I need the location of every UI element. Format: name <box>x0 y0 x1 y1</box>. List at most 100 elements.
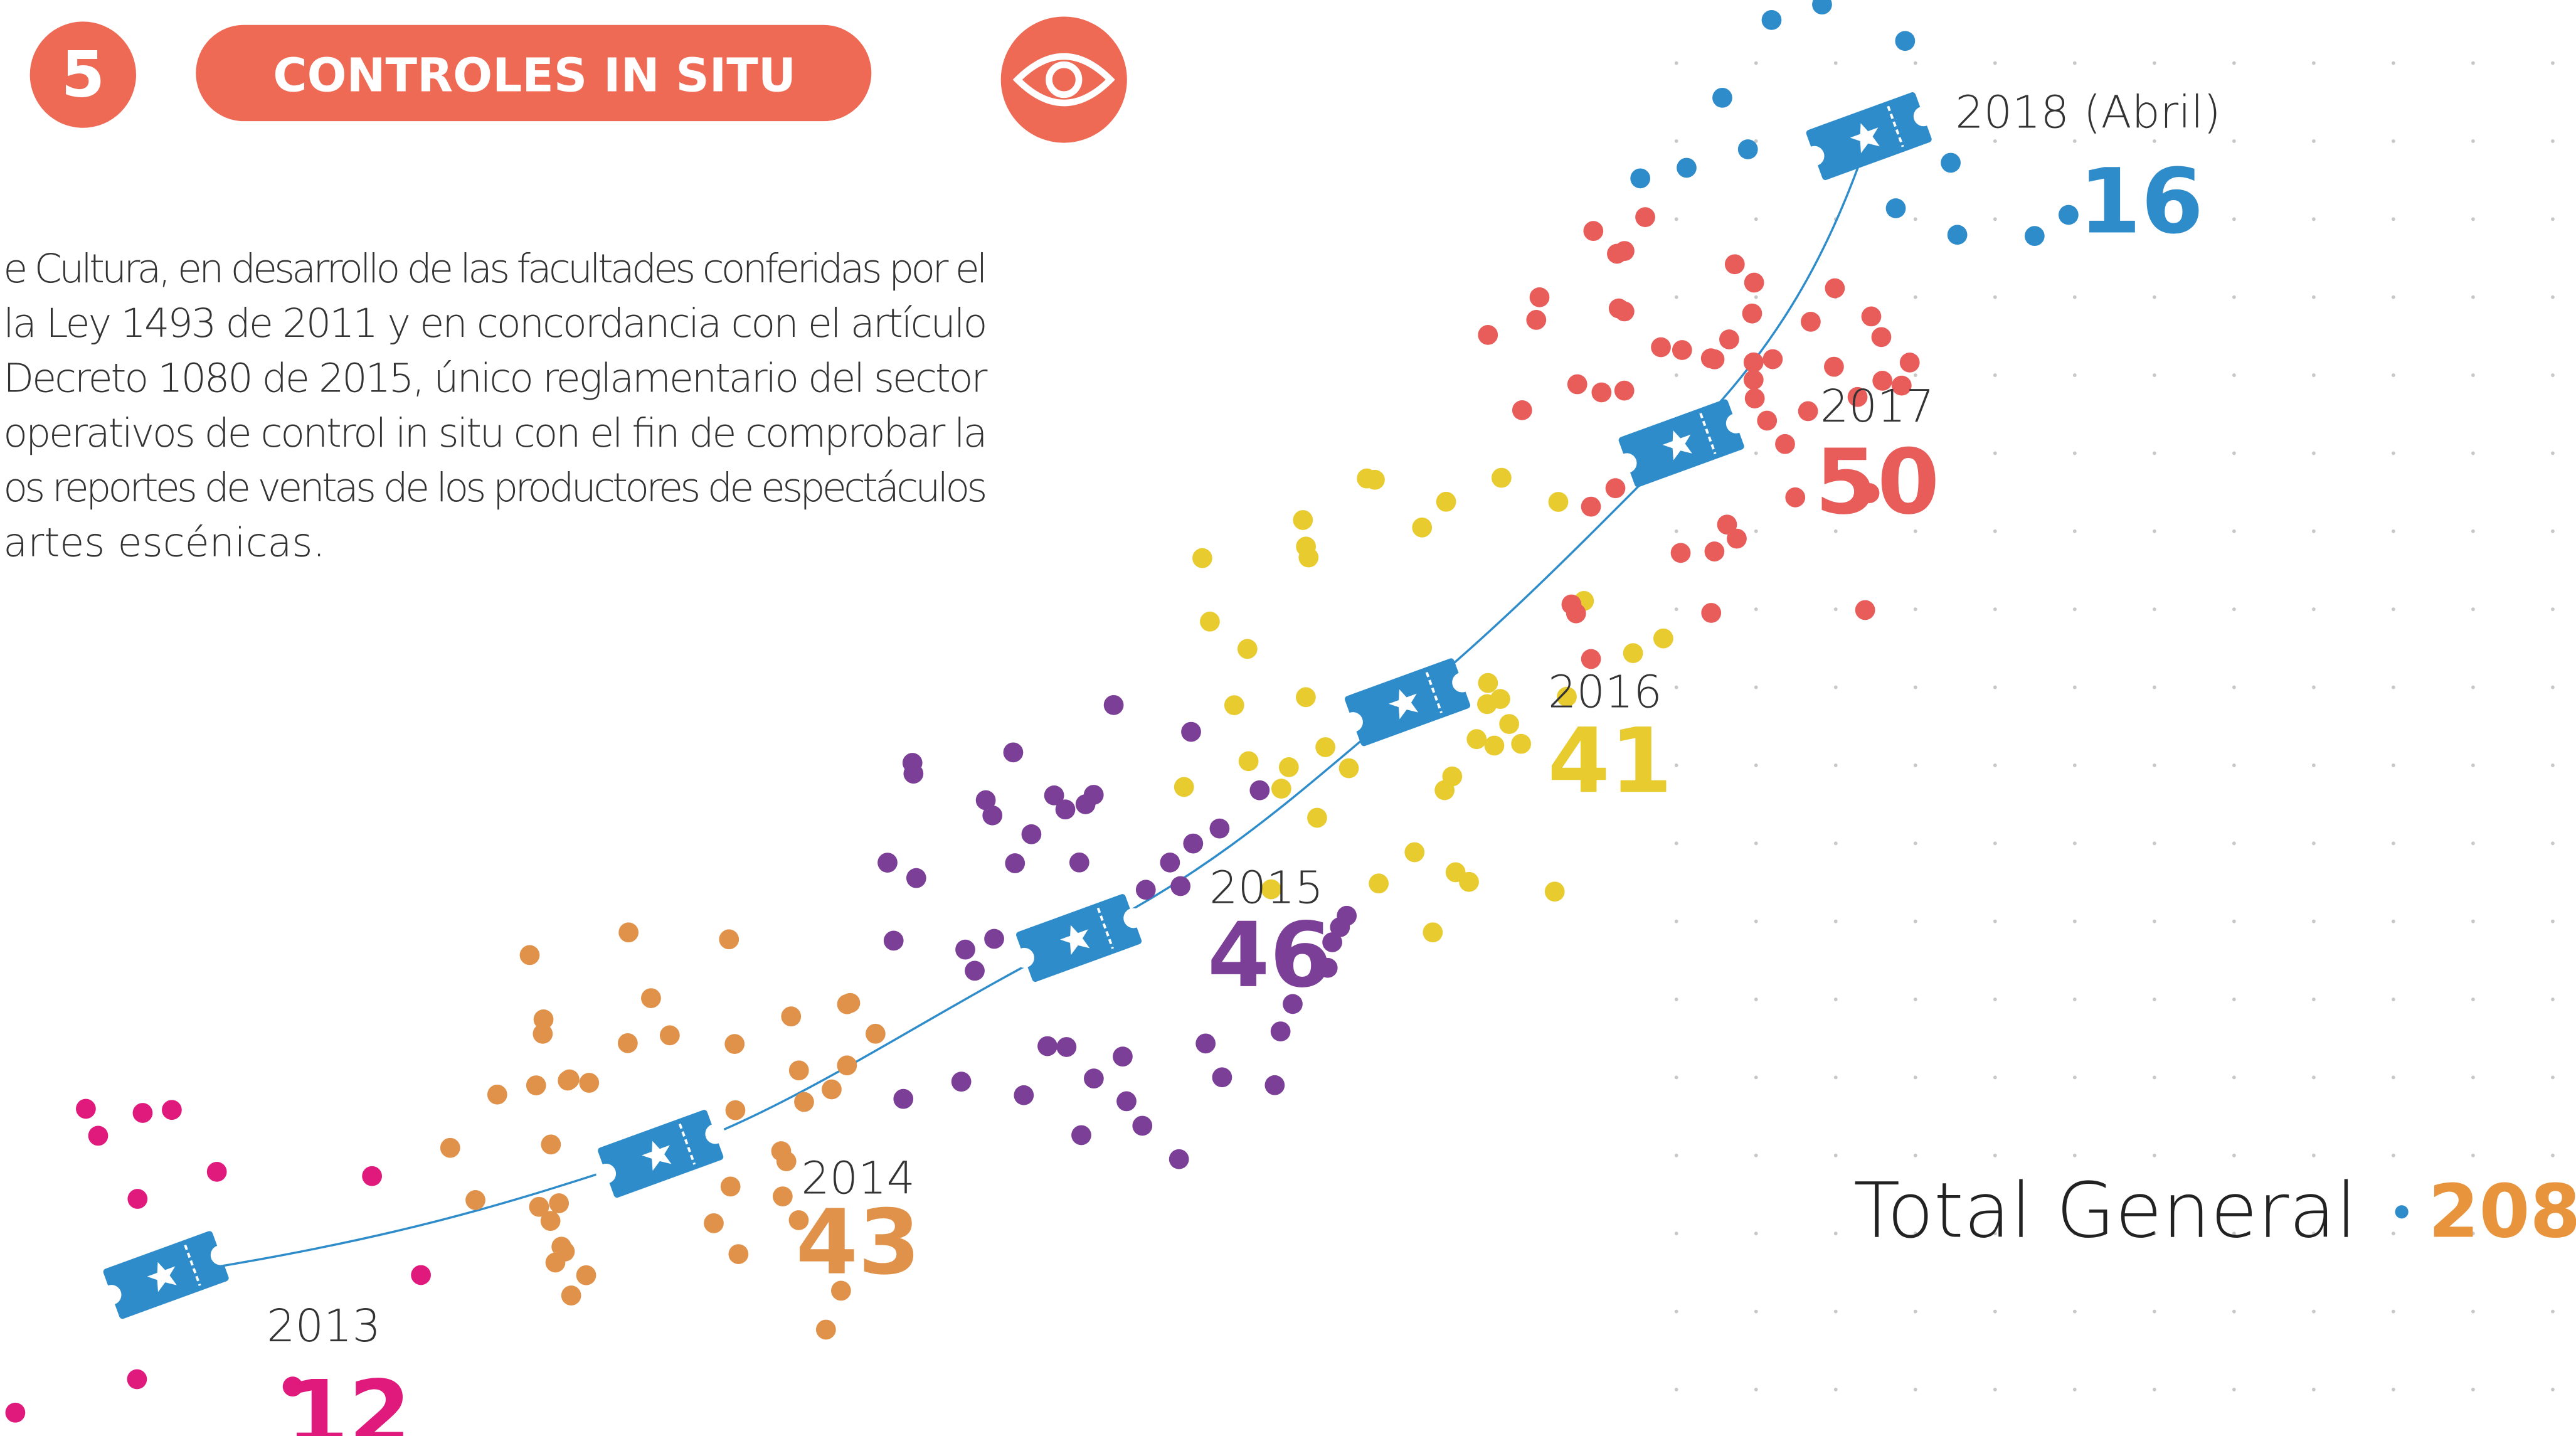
count-dot <box>659 1025 680 1046</box>
grid-dot <box>1754 295 1758 299</box>
count-dot <box>440 1137 460 1158</box>
count-dot <box>837 1055 857 1076</box>
grid-dot <box>2551 61 2555 65</box>
count-dot <box>618 922 639 943</box>
ticket-notch <box>101 1285 122 1305</box>
grid-dot <box>1913 373 1917 377</box>
count-dot <box>1055 799 1076 820</box>
grid-dot <box>1993 451 1997 455</box>
count-dot <box>1365 469 1385 490</box>
count-dot <box>1044 785 1064 806</box>
grid-dot <box>2471 451 2475 455</box>
count-dot <box>776 1151 797 1171</box>
count-dot <box>540 1211 561 1231</box>
ticket-star <box>1850 123 1880 154</box>
grid-dot <box>1993 1075 1997 1080</box>
count-dot <box>1762 349 1783 370</box>
grid-dot <box>2232 997 2236 1001</box>
count-dot <box>88 1125 109 1146</box>
grid-dot <box>2391 217 2395 221</box>
count-dot <box>5 1402 26 1423</box>
count-dot <box>127 1369 147 1390</box>
count-dot <box>541 1134 561 1155</box>
grid-dot <box>2551 607 2555 612</box>
count-dot <box>465 1190 485 1210</box>
ticket-perforation <box>1887 105 1904 147</box>
grid-dot <box>2311 451 2316 455</box>
grid-dot <box>1833 997 1838 1001</box>
grid-dot <box>2311 763 2316 767</box>
grid-dot <box>1993 139 1997 143</box>
count-dot <box>1135 880 1156 900</box>
count-dot <box>1825 278 1845 299</box>
count-dot <box>206 1161 227 1182</box>
grid-dot <box>2391 1075 2395 1080</box>
ticket-notch <box>705 1124 726 1144</box>
count-dot <box>2024 226 2045 247</box>
grid-dot <box>2232 763 2236 767</box>
count-dot <box>1014 1085 1034 1105</box>
grid-dot <box>2471 61 2475 65</box>
count-dot <box>1278 757 1299 777</box>
grid-dot <box>1913 763 1917 767</box>
grid-dot <box>2471 295 2475 299</box>
grid-dot <box>1913 217 1917 221</box>
grid-dot <box>1993 529 1997 533</box>
count-dot <box>1861 306 1882 327</box>
ticket-notch <box>1804 146 1825 166</box>
grid-dot <box>2471 841 2475 846</box>
grid-dot <box>2391 1309 2395 1314</box>
ticket-notch <box>1343 712 1363 732</box>
count-dot <box>1056 1037 1077 1057</box>
grid-dot <box>2391 841 2395 846</box>
count-dot <box>1261 879 1281 900</box>
grid-dot <box>1754 1153 1758 1157</box>
grid-dot <box>2471 529 2475 533</box>
grid-dot <box>2152 451 2156 455</box>
grid-dot <box>1833 841 1838 846</box>
count-dot <box>1224 695 1244 716</box>
count-dot <box>1113 1046 1133 1067</box>
grid-dot <box>2072 1387 2077 1391</box>
grid-dot <box>2311 997 2316 1001</box>
count-dot <box>1293 510 1313 530</box>
ticket-icon <box>1343 658 1472 747</box>
grid-dot <box>2471 685 2475 689</box>
grid-dot <box>2471 1231 2475 1236</box>
count-dot <box>1466 729 1487 750</box>
grid-dot <box>2072 919 2077 923</box>
grid-dot <box>1913 607 1917 612</box>
count-dot <box>1212 1067 1232 1088</box>
grid-dot <box>2152 295 2156 299</box>
grid-dot <box>2232 139 2236 143</box>
grid-dot <box>2072 295 2077 299</box>
grid-dot <box>2072 1309 2077 1314</box>
grid-dot <box>1674 1231 1678 1236</box>
grid-dot <box>2232 373 2236 377</box>
grid-dot <box>1674 217 1678 221</box>
count-dot <box>1623 643 1643 664</box>
count-dot <box>1895 31 1916 51</box>
count-dot <box>1581 649 1601 669</box>
year-value: 41 <box>1547 708 1672 813</box>
count-dot <box>1037 1036 1057 1056</box>
count-dot <box>641 988 661 1008</box>
grid-dot <box>2391 451 2395 455</box>
grid-dot <box>1993 373 1997 377</box>
grid-dot <box>2072 139 2077 143</box>
count-dot <box>1614 301 1635 322</box>
grid-dot <box>1833 1387 1838 1391</box>
ticket-notch <box>210 1245 231 1265</box>
grid-dot <box>1754 61 1758 65</box>
paragraph-line: Decreto 1080 de 2015, único reglamentari… <box>3 355 988 402</box>
count-dot <box>1209 818 1230 839</box>
count-dot <box>1238 751 1259 772</box>
grid-dot <box>2391 61 2395 65</box>
count-dot <box>1630 168 1651 189</box>
grid-dot <box>1993 1387 1997 1391</box>
grid-dot <box>2391 139 2395 143</box>
count-dot <box>1529 287 1550 307</box>
count-dot <box>411 1265 431 1285</box>
grid-dot <box>1993 607 1997 612</box>
count-dot <box>1200 611 1220 632</box>
